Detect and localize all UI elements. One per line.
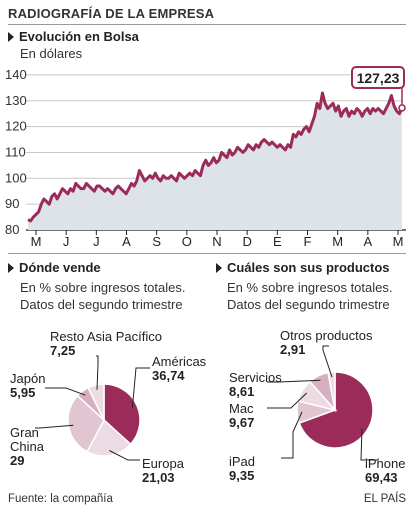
pie-slice-value: 7,25 bbox=[50, 343, 75, 358]
x-tick-label: E bbox=[273, 234, 282, 249]
x-tick-label: N bbox=[212, 234, 221, 249]
pie-leader-line bbox=[109, 450, 140, 461]
page-title: RADIOGRAFÍA DE LA EMPRESA bbox=[8, 6, 215, 21]
x-tick-label: J bbox=[63, 234, 70, 249]
pie-slice-value: 2,91 bbox=[280, 342, 305, 357]
pie-slice-label: Resto Asia Pacífico bbox=[50, 329, 162, 344]
products-chart-subtitle-1: En % sobre ingresos totales. bbox=[227, 280, 393, 295]
last-value-dot bbox=[398, 104, 406, 112]
y-tick-label: 120 bbox=[5, 119, 27, 134]
pie-slice-label: Europa bbox=[142, 456, 185, 471]
pie-slice bbox=[327, 371, 336, 411]
x-tick-label: S bbox=[152, 234, 161, 249]
pie-slice bbox=[87, 383, 105, 421]
pie-slice-label: iPad bbox=[229, 454, 255, 469]
title-divider bbox=[8, 24, 406, 25]
sales-chart-subtitle-1: En % sobre ingresos totales. bbox=[20, 280, 186, 295]
sales-chart-title-text: Dónde vende bbox=[19, 260, 101, 275]
pie-leader-line bbox=[360, 428, 377, 461]
pie-slice-value: 8,61 bbox=[229, 384, 254, 399]
bullet-icon bbox=[8, 32, 14, 42]
sales-chart-title: Dónde vende bbox=[8, 260, 101, 275]
pie-slice-value: 36,74 bbox=[152, 368, 185, 383]
pie-slice-value: 9,35 bbox=[229, 468, 254, 483]
pie-leader-line bbox=[267, 392, 308, 409]
stock-chart-title-text: Evolución en Bolsa bbox=[19, 29, 139, 44]
x-tick-label: F bbox=[304, 234, 312, 249]
pie-slice bbox=[86, 418, 132, 457]
x-tick-label: A bbox=[122, 234, 131, 249]
brand-logo: EL PAÍS bbox=[363, 493, 406, 505]
pie-slice-label: Servicios bbox=[229, 370, 282, 385]
x-tick-label: O bbox=[182, 234, 192, 249]
x-tick-label: D bbox=[242, 234, 251, 249]
y-tick-label: 110 bbox=[5, 144, 26, 159]
pie-slice-value: 5,95 bbox=[10, 385, 35, 400]
products-chart-title-text: Cuáles son sus productos bbox=[227, 260, 390, 275]
stock-chart: M J J A S O N D E F M A M 80 90 100 110 120 130 140 127,23 bbox=[5, 66, 406, 249]
y-tick-label: 80 bbox=[5, 222, 19, 237]
pie-slice-label: Japón bbox=[10, 371, 45, 386]
bullet-icon bbox=[8, 263, 14, 273]
pie-leader-line bbox=[35, 424, 74, 429]
pie-slice-value: 69,43 bbox=[365, 470, 398, 485]
pie-leader-line bbox=[131, 367, 150, 408]
x-tick-label: M bbox=[332, 234, 343, 249]
pie-slice-label: Américas bbox=[152, 354, 207, 369]
x-tick-label: J bbox=[93, 234, 100, 249]
x-tick-label: M bbox=[393, 234, 404, 249]
y-tick-label: 90 bbox=[5, 196, 19, 211]
pie-leader-line bbox=[322, 345, 333, 378]
pie-slice bbox=[103, 383, 141, 446]
last-value-label: 127,23 bbox=[357, 70, 400, 86]
pie-leader-line bbox=[45, 387, 86, 396]
pie-slice-value: 9,67 bbox=[229, 415, 254, 430]
last-value-box bbox=[351, 66, 405, 89]
y-tick-label: 140 bbox=[5, 67, 27, 82]
stock-line bbox=[27, 91, 404, 223]
y-tick-label: 130 bbox=[5, 93, 27, 108]
y-tick-label: 100 bbox=[5, 170, 27, 185]
stock-chart-subtitle: En dólares bbox=[20, 46, 83, 61]
pie-slice-label: Mac bbox=[229, 401, 254, 416]
source-note: Fuente: la compañía bbox=[8, 493, 113, 505]
x-tick-label: A bbox=[363, 234, 372, 249]
stock-chart-title: Evolución en Bolsa bbox=[8, 29, 139, 44]
pie-leader-line bbox=[96, 355, 99, 390]
pie-slice-label: Otros productos bbox=[280, 328, 373, 343]
pie-slice-label: iPhone bbox=[365, 456, 405, 471]
products-chart-title: Cuáles son sus productos bbox=[216, 260, 390, 275]
pie-slice-label: China bbox=[10, 439, 45, 454]
products-chart-subtitle-2: Datos del segundo trimestre bbox=[227, 297, 390, 312]
pie-slice-value: 21,03 bbox=[142, 470, 175, 485]
sales-chart-subtitle-2: Datos del segundo trimestre bbox=[20, 297, 183, 312]
pie-leader-line bbox=[281, 411, 303, 459]
bullet-icon bbox=[216, 263, 222, 273]
section-divider bbox=[8, 253, 406, 254]
pie-slice-value: 29 bbox=[10, 453, 24, 468]
pie-slice-label: Gran bbox=[10, 425, 39, 440]
x-tick-label: M bbox=[31, 234, 42, 249]
pie-leader-line bbox=[267, 379, 321, 383]
